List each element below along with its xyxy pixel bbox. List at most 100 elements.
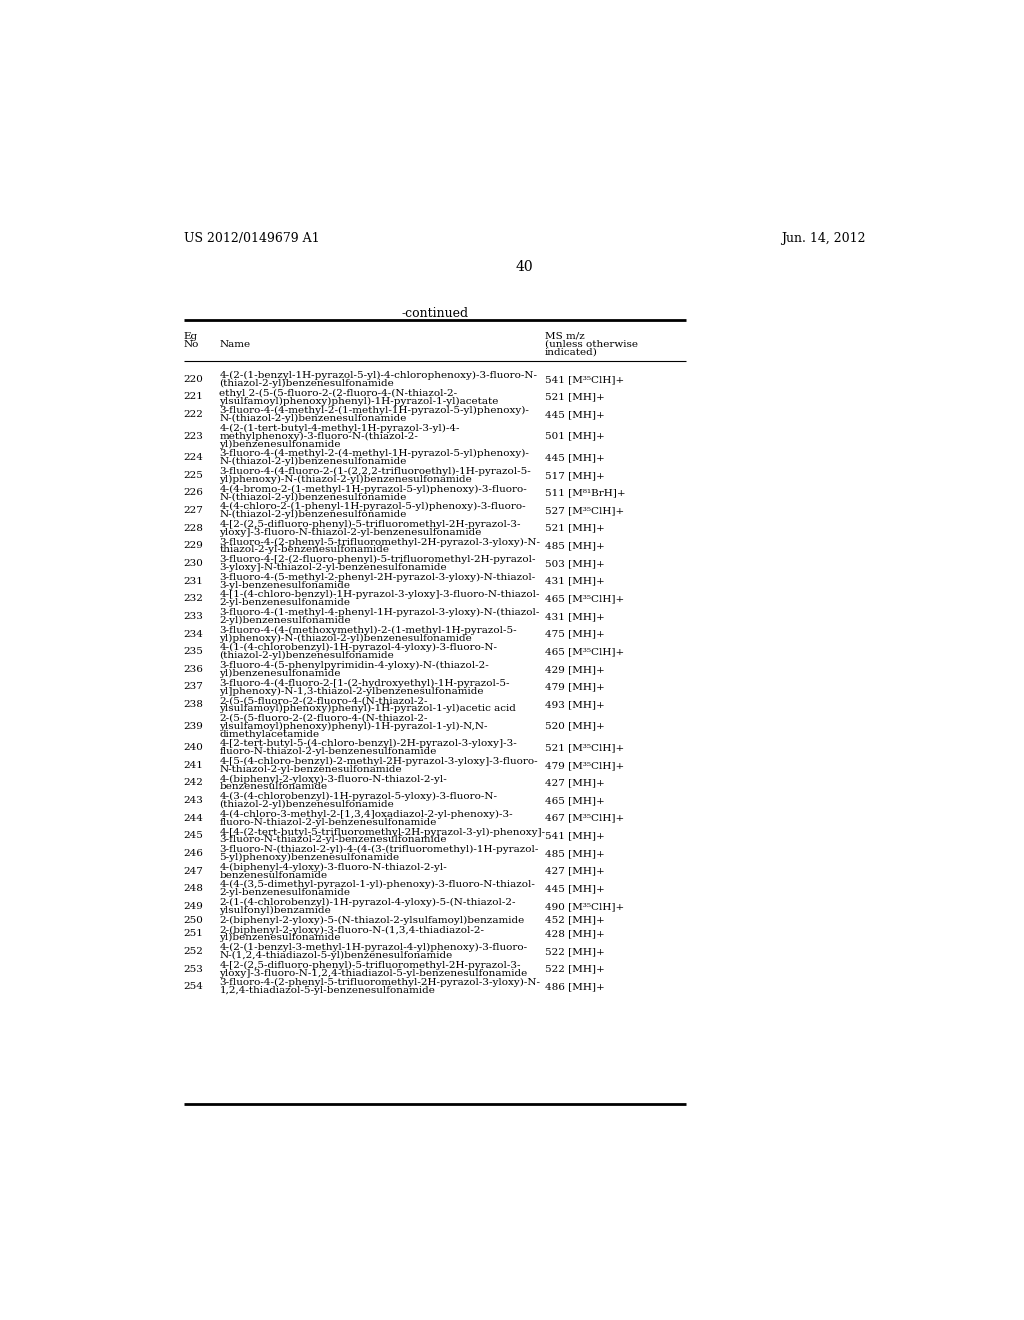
Text: yl)benzenesulfonamide: yl)benzenesulfonamide	[219, 669, 341, 678]
Text: ethyl 2-(5-(5-fluoro-2-(2-fluoro-4-(N-thiazol-2-: ethyl 2-(5-(5-fluoro-2-(2-fluoro-4-(N-th…	[219, 388, 458, 397]
Text: 490 [M³⁵ClH]+: 490 [M³⁵ClH]+	[545, 902, 625, 911]
Text: No: No	[183, 339, 200, 348]
Text: 3-fluoro-4-(4-methyl-2-(1-methyl-1H-pyrazol-5-yl)phenoxy)-: 3-fluoro-4-(4-methyl-2-(1-methyl-1H-pyra…	[219, 407, 529, 416]
Text: 234: 234	[183, 630, 204, 639]
Text: yl)benzenesulfonamide: yl)benzenesulfonamide	[219, 933, 341, 942]
Text: 235: 235	[183, 647, 204, 656]
Text: 479 [M³⁵ClH]+: 479 [M³⁵ClH]+	[545, 760, 625, 770]
Text: 4-[5-(4-chloro-benzyl)-2-methyl-2H-pyrazol-3-yloxy]-3-fluoro-: 4-[5-(4-chloro-benzyl)-2-methyl-2H-pyraz…	[219, 756, 538, 766]
Text: 4-[2-(2,5-difluoro-phenyl)-5-trifluoromethyl-2H-pyrazol-3-: 4-[2-(2,5-difluoro-phenyl)-5-trifluorome…	[219, 520, 521, 529]
Text: 465 [M³⁵ClH]+: 465 [M³⁵ClH]+	[545, 647, 625, 656]
Text: 431 [MH]+: 431 [MH]+	[545, 577, 605, 586]
Text: 4-(biphenyl-2-yloxy)-3-fluoro-N-thiazol-2-yl-: 4-(biphenyl-2-yloxy)-3-fluoro-N-thiazol-…	[219, 775, 447, 784]
Text: 222: 222	[183, 411, 204, 420]
Text: 223: 223	[183, 432, 204, 441]
Text: 220: 220	[183, 375, 204, 384]
Text: 2-(5-(5-fluoro-2-(2-fluoro-4-(N-thiazol-2-: 2-(5-(5-fluoro-2-(2-fluoro-4-(N-thiazol-…	[219, 714, 428, 723]
Text: 3-fluoro-4-(5-phenylpyrimidin-4-yloxy)-N-(thiazol-2-: 3-fluoro-4-(5-phenylpyrimidin-4-yloxy)-N…	[219, 661, 489, 671]
Text: 485 [MH]+: 485 [MH]+	[545, 541, 605, 550]
Text: N-(thiazol-2-yl)benzenesulfonamide: N-(thiazol-2-yl)benzenesulfonamide	[219, 492, 407, 502]
Text: 3-fluoro-N-(thiazol-2-yl)-4-(4-(3-(trifluoromethyl)-1H-pyrazol-: 3-fluoro-N-(thiazol-2-yl)-4-(4-(3-(trifl…	[219, 845, 539, 854]
Text: 429 [MH]+: 429 [MH]+	[545, 665, 605, 673]
Text: 224: 224	[183, 453, 204, 462]
Text: fluoro-N-thiazol-2-yl-benzenesulfonamide: fluoro-N-thiazol-2-yl-benzenesulfonamide	[219, 817, 437, 826]
Text: 3-yloxy]-N-thiazol-2-yl-benzenesulfonamide: 3-yloxy]-N-thiazol-2-yl-benzenesulfonami…	[219, 562, 447, 572]
Text: 248: 248	[183, 884, 204, 894]
Text: 247: 247	[183, 867, 204, 875]
Text: 251: 251	[183, 929, 204, 939]
Text: yl]phenoxy)-N-1,3-thiazol-2-ylbenzenesulfonamide: yl]phenoxy)-N-1,3-thiazol-2-ylbenzenesul…	[219, 686, 484, 696]
Text: 521 [MH]+: 521 [MH]+	[545, 392, 605, 401]
Text: 3-yl-benzenesulfonamide: 3-yl-benzenesulfonamide	[219, 581, 350, 590]
Text: 511 [M⁸¹BrH]+: 511 [M⁸¹BrH]+	[545, 488, 626, 498]
Text: 520 [MH]+: 520 [MH]+	[545, 722, 605, 731]
Text: (thiazol-2-yl)benzenesulfonamide: (thiazol-2-yl)benzenesulfonamide	[219, 651, 394, 660]
Text: 253: 253	[183, 965, 204, 974]
Text: Eg: Eg	[183, 331, 198, 341]
Text: 231: 231	[183, 577, 204, 586]
Text: N-thiazol-2-yl-benzenesulfonamide: N-thiazol-2-yl-benzenesulfonamide	[219, 764, 402, 774]
Text: 3-fluoro-N-thiazol-2-yl-benzenesulfonamide: 3-fluoro-N-thiazol-2-yl-benzenesulfonami…	[219, 836, 446, 845]
Text: N-(thiazol-2-yl)benzenesulfonamide: N-(thiazol-2-yl)benzenesulfonamide	[219, 414, 407, 424]
Text: 465 [M³⁵ClH]+: 465 [M³⁵ClH]+	[545, 594, 625, 603]
Text: 541 [M³⁵ClH]+: 541 [M³⁵ClH]+	[545, 375, 625, 384]
Text: 233: 233	[183, 612, 204, 620]
Text: ylsulfamoyl)phenoxy)phenyl)-1H-pyrazol-1-yl)acetate: ylsulfamoyl)phenoxy)phenyl)-1H-pyrazol-1…	[219, 396, 499, 405]
Text: 240: 240	[183, 743, 204, 752]
Text: 230: 230	[183, 560, 204, 568]
Text: 3-fluoro-4-(1-methyl-4-phenyl-1H-pyrazol-3-yloxy)-N-(thiazol-: 3-fluoro-4-(1-methyl-4-phenyl-1H-pyrazol…	[219, 609, 540, 618]
Text: 2-(biphenyl-2-yloxy)-5-(N-thiazol-2-ylsulfamoyl)benzamide: 2-(biphenyl-2-yloxy)-5-(N-thiazol-2-ylsu…	[219, 916, 524, 925]
Text: 527 [M³⁵ClH]+: 527 [M³⁵ClH]+	[545, 506, 625, 515]
Text: 3-fluoro-4-(4-methyl-2-(4-methyl-1H-pyrazol-5-yl)phenoxy)-: 3-fluoro-4-(4-methyl-2-(4-methyl-1H-pyra…	[219, 449, 529, 458]
Text: fluoro-N-thiazol-2-yl-benzenesulfonamide: fluoro-N-thiazol-2-yl-benzenesulfonamide	[219, 747, 437, 756]
Text: US 2012/0149679 A1: US 2012/0149679 A1	[183, 231, 319, 244]
Text: N-(thiazol-2-yl)benzenesulfonamide: N-(thiazol-2-yl)benzenesulfonamide	[219, 457, 407, 466]
Text: 237: 237	[183, 682, 204, 692]
Text: 227: 227	[183, 506, 204, 515]
Text: ylsulfonyl)benzamide: ylsulfonyl)benzamide	[219, 906, 331, 915]
Text: 232: 232	[183, 594, 204, 603]
Text: benzenesulfonamide: benzenesulfonamide	[219, 871, 328, 879]
Text: 245: 245	[183, 832, 204, 841]
Text: 3-fluoro-4-(4-(methoxymethyl)-2-(1-methyl-1H-pyrazol-5-: 3-fluoro-4-(4-(methoxymethyl)-2-(1-methy…	[219, 626, 517, 635]
Text: 475 [MH]+: 475 [MH]+	[545, 630, 605, 639]
Text: 503 [MH]+: 503 [MH]+	[545, 560, 605, 568]
Text: 2-(biphenyl-2-yloxy)-3-fluoro-N-(1,3,4-thiadiazol-2-: 2-(biphenyl-2-yloxy)-3-fluoro-N-(1,3,4-t…	[219, 925, 484, 935]
Text: 521 [MH]+: 521 [MH]+	[545, 524, 605, 533]
Text: 4-(1-(4-chlorobenzyl)-1H-pyrazol-4-yloxy)-3-fluoro-N-: 4-(1-(4-chlorobenzyl)-1H-pyrazol-4-yloxy…	[219, 643, 498, 652]
Text: 445 [MH]+: 445 [MH]+	[545, 453, 605, 462]
Text: 250: 250	[183, 916, 204, 924]
Text: 445 [MH]+: 445 [MH]+	[545, 411, 605, 420]
Text: 485 [MH]+: 485 [MH]+	[545, 849, 605, 858]
Text: 2-yl)benzenesulfonamide: 2-yl)benzenesulfonamide	[219, 616, 351, 624]
Text: 4-(3-(4-chlorobenzyl)-1H-pyrazol-5-yloxy)-3-fluoro-N-: 4-(3-(4-chlorobenzyl)-1H-pyrazol-5-yloxy…	[219, 792, 498, 801]
Text: indicated): indicated)	[545, 347, 598, 356]
Text: methylphenoxy)-3-fluoro-N-(thiazol-2-: methylphenoxy)-3-fluoro-N-(thiazol-2-	[219, 432, 419, 441]
Text: benzenesulfonamide: benzenesulfonamide	[219, 783, 328, 792]
Text: 428 [MH]+: 428 [MH]+	[545, 929, 605, 939]
Text: 246: 246	[183, 849, 204, 858]
Text: 2-(1-(4-chlorobenzyl)-1H-pyrazol-4-yloxy)-5-(N-thiazol-2-: 2-(1-(4-chlorobenzyl)-1H-pyrazol-4-yloxy…	[219, 898, 516, 907]
Text: 40: 40	[516, 260, 534, 275]
Text: 522 [MH]+: 522 [MH]+	[545, 965, 605, 974]
Text: ylsulfamoyl)phenoxy)phenyl)-1H-pyrazol-1-yl)-N,N-: ylsulfamoyl)phenoxy)phenyl)-1H-pyrazol-1…	[219, 722, 488, 731]
Text: 4-(biphenyl-4-yloxy)-3-fluoro-N-thiazol-2-yl-: 4-(biphenyl-4-yloxy)-3-fluoro-N-thiazol-…	[219, 863, 447, 871]
Text: 4-[1-(4-chloro-benzyl)-1H-pyrazol-3-yloxy]-3-fluoro-N-thiazol-: 4-[1-(4-chloro-benzyl)-1H-pyrazol-3-ylox…	[219, 590, 540, 599]
Text: dimethylacetamide: dimethylacetamide	[219, 730, 319, 738]
Text: yl)phenoxy)-N-(thiazol-2-yl)benzenesulfonamide: yl)phenoxy)-N-(thiazol-2-yl)benzenesulfo…	[219, 634, 472, 643]
Text: 221: 221	[183, 392, 204, 401]
Text: 228: 228	[183, 524, 204, 533]
Text: 3-fluoro-4-[2-(2-fluoro-phenyl)-5-trifluoromethyl-2H-pyrazol-: 3-fluoro-4-[2-(2-fluoro-phenyl)-5-triflu…	[219, 556, 536, 564]
Text: Name: Name	[219, 339, 251, 348]
Text: 427 [MH]+: 427 [MH]+	[545, 779, 605, 788]
Text: 3-fluoro-4-(2-phenyl-5-trifluoromethyl-2H-pyrazol-3-yloxy)-N-: 3-fluoro-4-(2-phenyl-5-trifluoromethyl-2…	[219, 978, 541, 987]
Text: 486 [MH]+: 486 [MH]+	[545, 982, 605, 991]
Text: 254: 254	[183, 982, 204, 991]
Text: 4-(4-(3,5-dimethyl-pyrazol-1-yl)-phenoxy)-3-fluoro-N-thiazol-: 4-(4-(3,5-dimethyl-pyrazol-1-yl)-phenoxy…	[219, 880, 536, 890]
Text: 4-(2-(1-tert-butyl-4-methyl-1H-pyrazol-3-yl)-4-: 4-(2-(1-tert-butyl-4-methyl-1H-pyrazol-3…	[219, 424, 460, 433]
Text: 521 [M³⁵ClH]+: 521 [M³⁵ClH]+	[545, 743, 625, 752]
Text: 5-yl)phenoxy)benzenesulfonamide: 5-yl)phenoxy)benzenesulfonamide	[219, 853, 399, 862]
Text: 4-(2-(1-benzyl-1H-pyrazol-5-yl)-4-chlorophenoxy)-3-fluoro-N-: 4-(2-(1-benzyl-1H-pyrazol-5-yl)-4-chloro…	[219, 371, 538, 380]
Text: MS m/z: MS m/z	[545, 331, 585, 341]
Text: 3-fluoro-4-(5-methyl-2-phenyl-2H-pyrazol-3-yloxy)-N-thiazol-: 3-fluoro-4-(5-methyl-2-phenyl-2H-pyrazol…	[219, 573, 536, 582]
